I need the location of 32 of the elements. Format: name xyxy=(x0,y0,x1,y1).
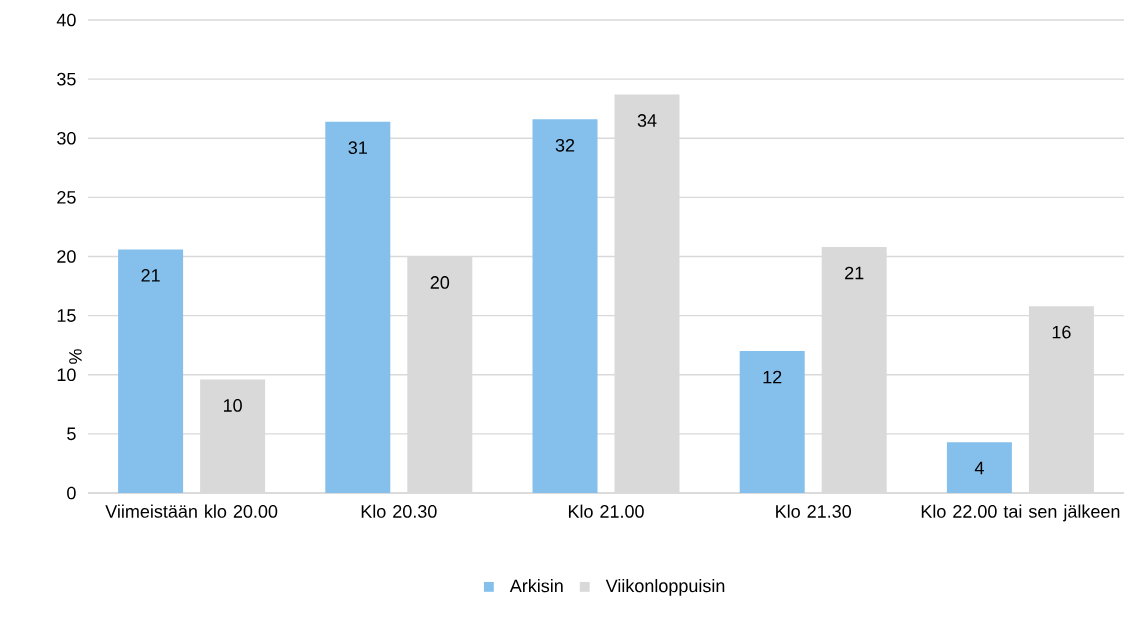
bar xyxy=(946,442,1012,493)
bar xyxy=(118,249,184,493)
y-tick-label: 25 xyxy=(57,191,76,204)
bar xyxy=(325,121,391,493)
bar xyxy=(739,351,805,493)
x-tick-label: Viimeistään klo 20.00 xyxy=(105,504,278,518)
data-label: 20 xyxy=(430,276,450,289)
y-axis-title: % xyxy=(69,349,82,364)
y-tick-label: 20 xyxy=(57,250,76,263)
data-label: 34 xyxy=(637,114,657,127)
data-label: 31 xyxy=(348,141,367,155)
data-label: 10 xyxy=(223,399,242,412)
data-label: 21 xyxy=(141,269,160,282)
x-tick-label: Klo 20.30 xyxy=(361,504,437,518)
x-tick-label: Klo 21.00 xyxy=(568,504,644,518)
data-label: 16 xyxy=(1052,325,1071,339)
legend-label: Viikonloppuisin xyxy=(605,579,725,596)
y-tick-label: 35 xyxy=(57,72,76,86)
x-tick-label: Klo 21.30 xyxy=(776,504,852,518)
y-tick-label: 0 xyxy=(67,486,76,500)
data-label: 21 xyxy=(845,266,864,280)
y-tick-label: 15 xyxy=(57,309,76,322)
data-label: 12 xyxy=(763,370,782,384)
x-tick-label: Klo 22.00 tai sen jälkeen xyxy=(921,504,1120,522)
y-tick-label: 40 xyxy=(56,13,76,27)
data-label: 4 xyxy=(974,461,984,475)
y-tick-label: 30 xyxy=(57,131,76,145)
bar xyxy=(532,119,598,493)
legend-label: Arkisin xyxy=(509,579,563,593)
y-tick-label: 10 xyxy=(57,368,76,382)
data-label: 32 xyxy=(555,138,575,152)
y-tick-label: 5 xyxy=(67,427,76,441)
